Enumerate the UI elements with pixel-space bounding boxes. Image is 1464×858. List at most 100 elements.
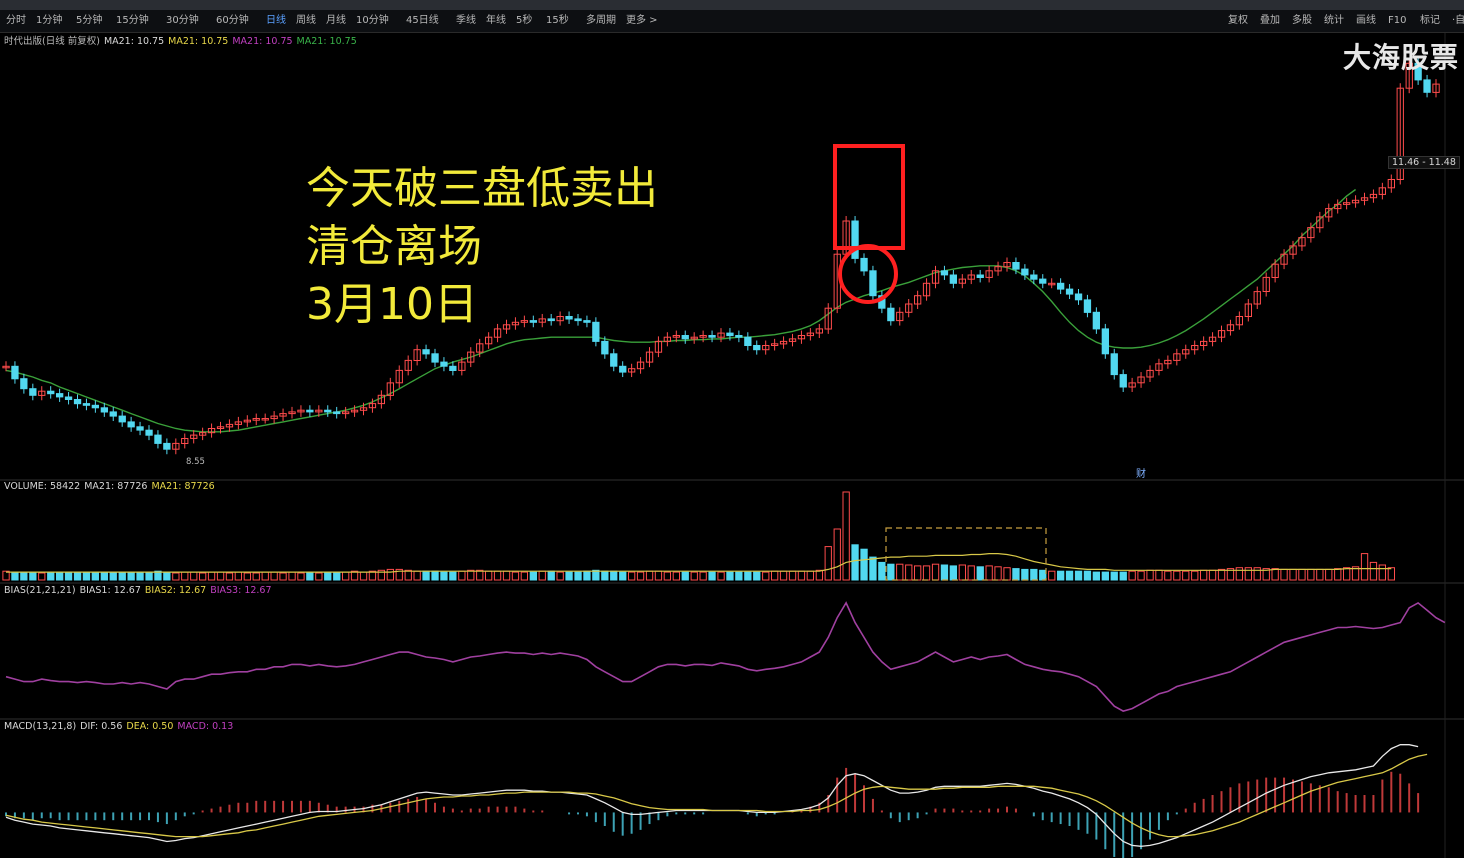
period-tab[interactable]: 15分钟 — [116, 15, 149, 26]
period-tab[interactable]: 30分钟 — [166, 15, 199, 26]
volume-bar — [476, 569, 484, 581]
volume-bar — [1280, 568, 1288, 581]
candle-body — [529, 320, 538, 323]
volume-bar — [127, 572, 135, 581]
toolbar-right-item[interactable]: 复权 — [1228, 15, 1248, 26]
volume-bar — [1307, 568, 1315, 581]
candle-body — [1119, 374, 1127, 388]
toolbar-right-item[interactable]: 画线 — [1356, 15, 1376, 26]
volume-bar — [404, 569, 412, 581]
volume-bar — [753, 571, 761, 581]
macd-layer — [5, 744, 1428, 858]
period-tab[interactable]: 多周期 — [586, 15, 616, 26]
volume-bar — [38, 572, 46, 581]
volume-bar — [1360, 553, 1369, 581]
highlight-box — [833, 144, 905, 250]
volume-bar — [931, 563, 940, 581]
candle-body — [592, 321, 600, 342]
candle-body — [154, 434, 162, 444]
period-tab[interactable]: 45日线 — [406, 15, 439, 26]
period-tab[interactable]: 分时 — [6, 15, 26, 26]
volume-bar — [779, 570, 788, 581]
volume-bar — [20, 571, 28, 581]
volume-bar — [654, 570, 663, 581]
candle-body — [896, 311, 904, 322]
candle-body — [520, 320, 529, 323]
toolbar-right-item[interactable]: 标记 — [1420, 15, 1440, 26]
candle-body — [547, 318, 555, 322]
candle-body — [672, 335, 681, 338]
candle-body — [762, 345, 770, 351]
volume-bar — [288, 571, 296, 581]
period-tab[interactable]: 周线 — [296, 15, 316, 26]
volume-bar — [940, 564, 949, 581]
period-tab[interactable]: 15秒 — [546, 15, 569, 26]
candle-body — [556, 316, 564, 322]
candle-body — [726, 332, 734, 337]
candle-body — [502, 324, 511, 330]
volume-bar — [163, 571, 171, 581]
candle-body — [359, 407, 368, 411]
candle-body — [619, 365, 627, 373]
toolbar-right-item[interactable]: F10 — [1388, 15, 1407, 26]
legend-item: MA21: 10.75 — [168, 36, 229, 47]
candle-body — [350, 409, 359, 413]
period-tab[interactable]: 10分钟 — [356, 15, 389, 26]
period-tab[interactable]: 年线 — [486, 15, 506, 26]
period-tab[interactable]: 60分钟 — [216, 15, 249, 26]
volume-bar — [985, 565, 993, 581]
volume-bar — [234, 571, 242, 581]
volume-bar — [1226, 568, 1235, 581]
toolbar-right-item[interactable]: ·自 — [1452, 15, 1464, 26]
volume-bar — [11, 571, 19, 581]
period-tab[interactable]: 5秒 — [516, 15, 533, 26]
candle-body — [1128, 382, 1136, 388]
period-tab[interactable]: 1分钟 — [36, 15, 63, 26]
candle-body — [1191, 345, 1199, 351]
volume-bar — [64, 572, 73, 581]
volume-bar — [824, 546, 832, 581]
volume-bar — [440, 571, 448, 581]
volume-bar — [1244, 567, 1252, 581]
volume-bar — [431, 570, 439, 581]
annotation-line-1: 今天破三盘低卖出 — [306, 163, 658, 214]
window-title-bar — [0, 0, 1464, 10]
volume-bar — [118, 571, 126, 581]
candle-body — [82, 403, 91, 406]
legend-item: DIF: 0.56 — [80, 721, 123, 732]
volume-bar — [833, 528, 841, 581]
volume-bar — [181, 571, 189, 581]
candle-body — [1048, 282, 1056, 286]
volume-bar — [100, 572, 108, 581]
candle-body — [109, 411, 117, 417]
legend-item: MA21: 10.75 — [232, 36, 293, 47]
period-tab[interactable]: 更多 > — [626, 15, 658, 26]
candle-body — [1110, 353, 1118, 376]
annotation-line-3: 3月10日 — [306, 279, 478, 330]
toolbar-right-item[interactable]: 叠加 — [1260, 15, 1280, 26]
volume-bar — [860, 548, 868, 581]
candle-body — [1155, 363, 1163, 371]
period-tab[interactable]: 季线 — [456, 15, 476, 26]
bias-legend: BIAS(21,21,21) BIAS1: 12.67 BIAS2: 12.67 BI… — [4, 585, 276, 596]
volume-bar — [771, 570, 779, 581]
volume-bar — [493, 570, 502, 581]
volume-bar — [1369, 561, 1378, 581]
volume-bar — [1200, 569, 1208, 581]
period-tab[interactable]: 日线 — [266, 15, 286, 26]
volume-bar — [243, 572, 251, 581]
volume-bar — [565, 571, 573, 581]
candle-body — [279, 413, 287, 417]
period-tab[interactable]: 月线 — [326, 15, 346, 26]
volume-bar — [1164, 570, 1172, 581]
candle-body — [1262, 276, 1270, 292]
volume-bar — [744, 571, 752, 581]
toolbar-right-item[interactable]: 多股 — [1292, 15, 1312, 26]
volume-bar — [636, 571, 645, 581]
candle-body — [574, 318, 582, 322]
volume-bar — [377, 569, 386, 581]
toolbar-right-item[interactable]: 统计 — [1324, 15, 1344, 26]
legend-item: BIAS3: 12.67 — [210, 585, 272, 596]
volume-bar — [967, 565, 975, 581]
period-tab[interactable]: 5分钟 — [76, 15, 103, 26]
